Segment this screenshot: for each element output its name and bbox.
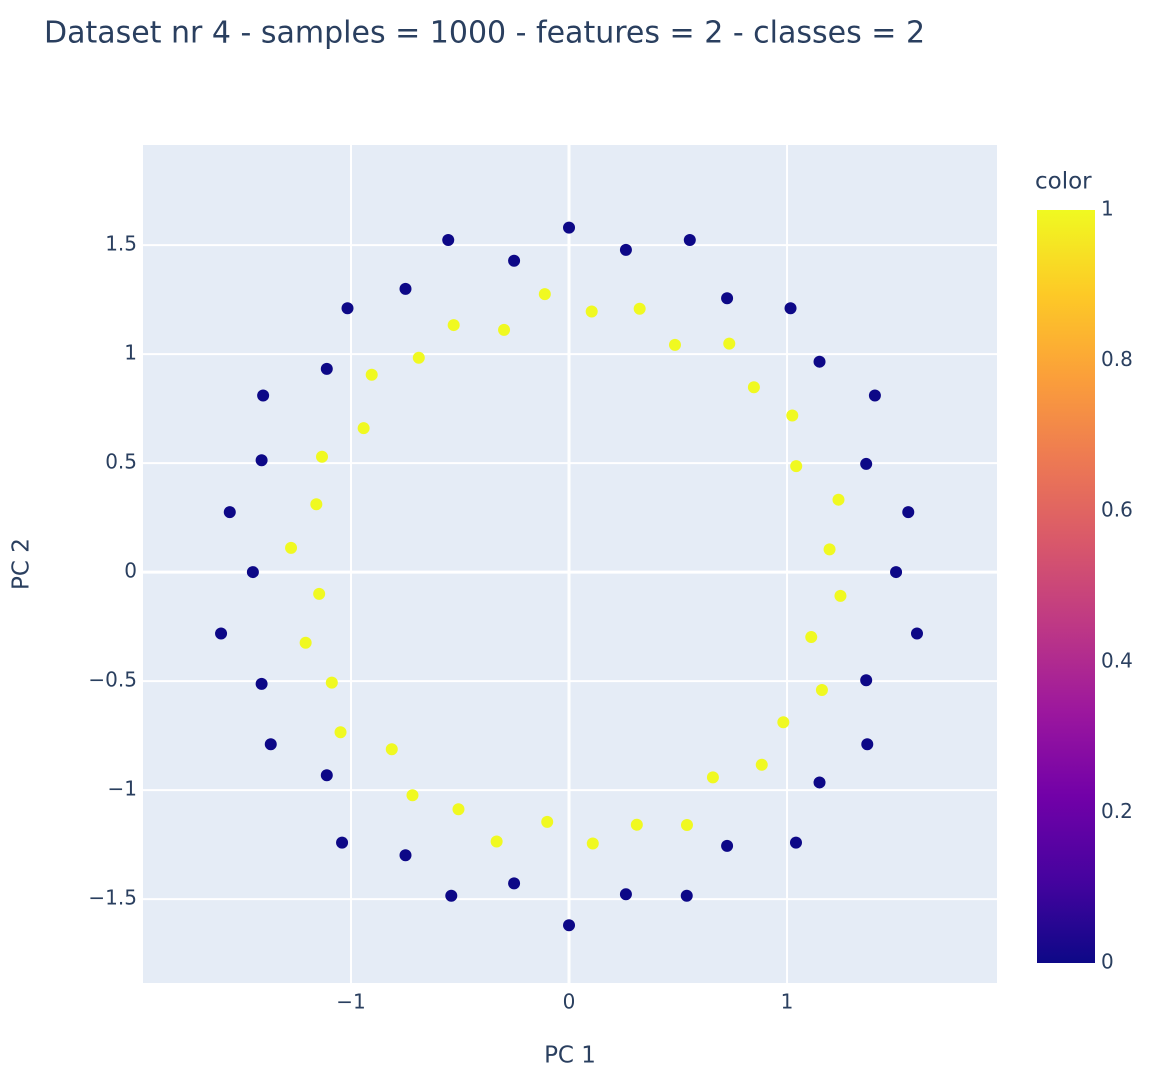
point bbox=[585, 305, 598, 318]
colorbar-tick-label: 0.4 bbox=[1101, 648, 1133, 672]
point bbox=[334, 726, 347, 739]
colorbar-tick-label: 1 bbox=[1101, 197, 1114, 221]
point bbox=[490, 835, 503, 848]
colorbar bbox=[1037, 210, 1095, 963]
point bbox=[541, 815, 554, 828]
point bbox=[805, 631, 818, 644]
point bbox=[790, 460, 803, 473]
point bbox=[668, 338, 681, 351]
point bbox=[255, 454, 268, 467]
point bbox=[447, 319, 460, 332]
colorbar-title: color bbox=[1035, 169, 1092, 195]
point bbox=[341, 302, 354, 315]
point bbox=[813, 355, 826, 368]
x-tick-label: 0 bbox=[563, 990, 576, 1014]
point bbox=[619, 243, 632, 256]
y-tick-label: −0.5 bbox=[88, 668, 137, 692]
point bbox=[445, 889, 458, 902]
point bbox=[706, 771, 719, 784]
point bbox=[452, 803, 465, 816]
point bbox=[406, 789, 419, 802]
point bbox=[320, 362, 333, 375]
point bbox=[315, 450, 328, 463]
chart-title: Dataset nr 4 - samples = 1000 - features… bbox=[44, 16, 925, 51]
point bbox=[310, 498, 323, 511]
point bbox=[680, 818, 693, 831]
point bbox=[255, 677, 268, 690]
colorbar-tick-label: 0.8 bbox=[1101, 347, 1133, 371]
point bbox=[786, 409, 799, 422]
point bbox=[563, 221, 576, 234]
point bbox=[320, 769, 333, 782]
point bbox=[813, 776, 826, 789]
point bbox=[683, 234, 696, 247]
x-tick-label: −1 bbox=[336, 990, 365, 1014]
point bbox=[336, 836, 349, 849]
point bbox=[498, 323, 511, 336]
point bbox=[365, 368, 378, 381]
point bbox=[223, 506, 236, 519]
point bbox=[264, 738, 277, 751]
point bbox=[815, 684, 828, 697]
y-tick-label: 1.5 bbox=[105, 232, 137, 256]
colorbar-tick-label: 0.6 bbox=[1101, 498, 1133, 522]
point bbox=[619, 888, 632, 901]
point bbox=[721, 839, 734, 852]
point bbox=[412, 351, 425, 364]
point bbox=[789, 836, 802, 849]
colorbar-tick-label: 0.2 bbox=[1101, 799, 1133, 823]
point bbox=[910, 627, 923, 640]
point bbox=[385, 743, 398, 756]
point bbox=[325, 676, 338, 689]
point bbox=[860, 457, 873, 470]
point bbox=[257, 389, 270, 402]
point bbox=[215, 627, 228, 640]
colorbar-tick-label: 0 bbox=[1101, 950, 1114, 974]
point bbox=[246, 566, 259, 579]
point bbox=[755, 758, 768, 771]
point bbox=[357, 422, 370, 435]
point bbox=[538, 288, 551, 301]
point bbox=[784, 302, 797, 315]
point bbox=[285, 541, 298, 554]
point bbox=[723, 337, 736, 350]
point bbox=[721, 292, 734, 305]
point bbox=[868, 389, 881, 402]
point bbox=[902, 506, 915, 519]
point bbox=[508, 254, 521, 267]
point bbox=[299, 636, 312, 649]
point bbox=[630, 818, 643, 831]
y-tick-label: −1.5 bbox=[88, 886, 137, 910]
x-tick-label: 1 bbox=[781, 990, 794, 1014]
y-tick-label: 1 bbox=[124, 341, 137, 365]
point bbox=[442, 234, 455, 247]
point bbox=[680, 889, 693, 902]
point bbox=[508, 877, 521, 890]
points bbox=[215, 221, 923, 932]
point bbox=[890, 566, 903, 579]
point bbox=[834, 589, 847, 602]
point bbox=[860, 674, 873, 687]
point bbox=[832, 493, 845, 506]
point bbox=[586, 837, 599, 850]
point bbox=[313, 587, 326, 600]
point bbox=[777, 716, 790, 729]
point bbox=[861, 738, 874, 751]
point bbox=[563, 919, 576, 932]
point bbox=[747, 381, 760, 394]
y-tick-label: −1 bbox=[108, 777, 137, 801]
y-axis-label: PC 2 bbox=[9, 538, 35, 590]
point bbox=[823, 543, 836, 556]
grid bbox=[143, 145, 997, 983]
point bbox=[399, 849, 412, 862]
point bbox=[633, 302, 646, 315]
y-tick-label: 0 bbox=[124, 559, 137, 583]
y-tick-label: 0.5 bbox=[105, 450, 137, 474]
x-axis-label: PC 1 bbox=[544, 1043, 596, 1069]
point bbox=[399, 282, 412, 295]
